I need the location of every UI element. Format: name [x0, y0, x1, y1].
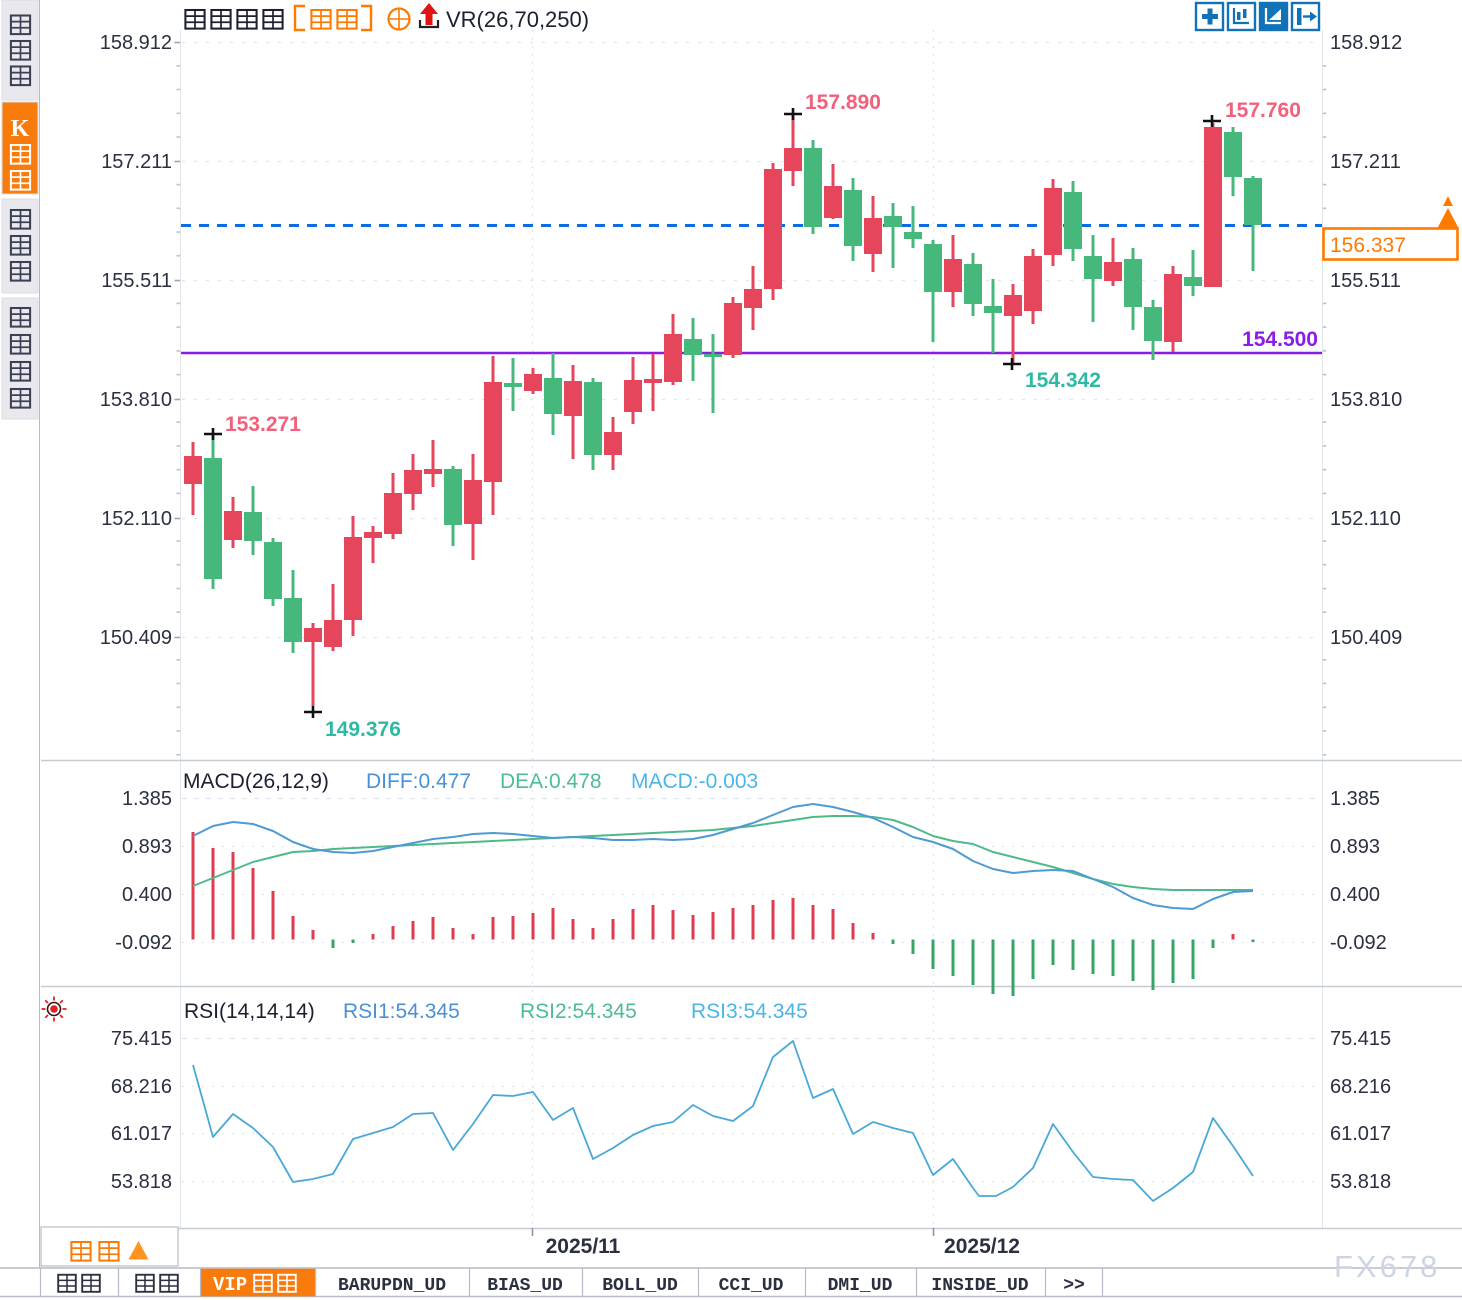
svg-text:BOLL_UD: BOLL_UD: [602, 1276, 678, 1296]
svg-text:156.337: 156.337: [1330, 234, 1406, 257]
svg-text:-0.092: -0.092: [1330, 932, 1387, 954]
svg-text:MACD:-0.003: MACD:-0.003: [631, 770, 758, 793]
svg-text:53.818: 53.818: [111, 1171, 172, 1193]
svg-text:1.385: 1.385: [1330, 788, 1380, 810]
svg-text:153.271: 153.271: [225, 413, 301, 436]
svg-text:-0.092: -0.092: [115, 932, 172, 954]
svg-text:K: K: [11, 116, 30, 142]
svg-text:BARUPDN_UD: BARUPDN_UD: [338, 1276, 446, 1296]
svg-text:157.211: 157.211: [1330, 151, 1401, 173]
svg-text:75.415: 75.415: [111, 1028, 172, 1050]
svg-text:0.893: 0.893: [122, 836, 172, 858]
svg-text:0.893: 0.893: [1330, 836, 1380, 858]
svg-text:DMI_UD: DMI_UD: [828, 1276, 893, 1296]
svg-text:68.216: 68.216: [111, 1076, 172, 1098]
svg-text:157.760: 157.760: [1225, 99, 1301, 122]
svg-text:RSI3:54.345: RSI3:54.345: [691, 1000, 808, 1023]
svg-text:INSIDE_UD: INSIDE_UD: [931, 1276, 1028, 1296]
svg-text:152.110: 152.110: [1330, 508, 1401, 530]
svg-text:53.818: 53.818: [1330, 1171, 1391, 1193]
svg-text:157.211: 157.211: [101, 151, 172, 173]
svg-text:DIFF:0.477: DIFF:0.477: [366, 770, 471, 793]
svg-text:157.890: 157.890: [805, 91, 881, 114]
svg-text:0.400: 0.400: [1330, 884, 1380, 906]
svg-text:153.810: 153.810: [100, 389, 172, 411]
svg-text:61.017: 61.017: [1330, 1123, 1391, 1145]
svg-text:VIP: VIP: [213, 1274, 247, 1296]
svg-text:149.376: 149.376: [325, 718, 401, 741]
svg-text:154.342: 154.342: [1025, 369, 1101, 392]
svg-text:155.511: 155.511: [1330, 270, 1401, 292]
svg-text:158.912: 158.912: [1330, 32, 1402, 54]
svg-text:1.385: 1.385: [122, 788, 172, 810]
svg-text:153.810: 153.810: [1330, 389, 1402, 411]
svg-text:FX678: FX678: [1334, 1249, 1440, 1284]
svg-text:RSI(14,14,14): RSI(14,14,14): [184, 1000, 315, 1023]
svg-text:CCI_UD: CCI_UD: [719, 1276, 784, 1296]
svg-text:>>: >>: [1063, 1276, 1085, 1296]
svg-text:RSI2:54.345: RSI2:54.345: [520, 1000, 637, 1023]
svg-text:0.400: 0.400: [122, 884, 172, 906]
svg-text:150.409: 150.409: [100, 627, 172, 649]
svg-text:VR(26,70,250): VR(26,70,250): [446, 7, 589, 32]
svg-text:DEA:0.478: DEA:0.478: [500, 770, 602, 793]
svg-text:61.017: 61.017: [111, 1123, 172, 1145]
svg-text:MACD(26,12,9): MACD(26,12,9): [183, 770, 329, 793]
svg-text:155.511: 155.511: [101, 270, 172, 292]
svg-text:152.110: 152.110: [101, 508, 172, 530]
svg-text:75.415: 75.415: [1330, 1028, 1391, 1050]
svg-text:154.500: 154.500: [1242, 328, 1318, 351]
svg-text:2025/12: 2025/12: [944, 1235, 1020, 1258]
svg-text:2025/11: 2025/11: [546, 1235, 621, 1258]
svg-text:RSI1:54.345: RSI1:54.345: [343, 1000, 460, 1023]
svg-text:158.912: 158.912: [100, 32, 172, 54]
svg-text:150.409: 150.409: [1330, 627, 1402, 649]
svg-text:BIAS_UD: BIAS_UD: [487, 1276, 563, 1296]
svg-text:68.216: 68.216: [1330, 1076, 1391, 1098]
